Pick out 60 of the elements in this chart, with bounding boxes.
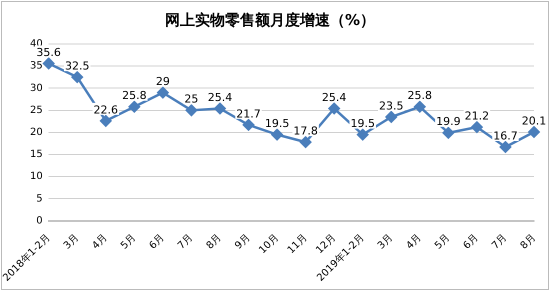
x-tick-label: 8月 <box>518 232 538 252</box>
point <box>157 86 169 98</box>
x-tick-label: 9月 <box>233 232 252 252</box>
point <box>100 115 112 127</box>
y-tick-label: 25 <box>30 104 43 116</box>
y-tick-label: 35 <box>30 60 43 72</box>
y-tick-label: 15 <box>30 149 43 160</box>
x-tick-label: 6月 <box>462 232 481 252</box>
point <box>500 141 512 153</box>
data-label: 21.7 <box>236 107 261 120</box>
point <box>300 136 312 148</box>
point <box>471 121 483 133</box>
point <box>414 101 426 113</box>
x-tick-label: 7月 <box>490 232 510 252</box>
chart-title: 网上实物零售额月度增速（%） <box>164 10 376 29</box>
data-label: 25.8 <box>408 89 432 102</box>
point <box>71 71 83 83</box>
point <box>214 102 226 114</box>
data-label: 17.8 <box>293 124 318 138</box>
data-label: 25 <box>184 92 198 106</box>
data-label: 22.6 <box>94 103 118 116</box>
x-tick-label: 4月 <box>404 232 424 252</box>
data-label: 19.9 <box>436 115 461 128</box>
x-tick-label: 10月 <box>257 232 282 256</box>
y-tick-label: 10 <box>30 171 43 182</box>
data-label: 21.2 <box>464 109 490 122</box>
x-tick-label: 5月 <box>118 232 138 252</box>
point <box>186 104 198 116</box>
data-label: 25.8 <box>122 89 147 102</box>
data-label: 16.7 <box>493 129 518 142</box>
x-tick-label: 8月 <box>204 232 224 252</box>
y-tick-label: 5 <box>36 193 43 204</box>
point <box>128 101 140 113</box>
x-tick-label: 11月 <box>286 232 310 256</box>
x-tick-label: 4月 <box>90 232 110 252</box>
data-label: 20.1 <box>522 114 546 128</box>
data-label: 25.4 <box>322 90 346 104</box>
x-tick-label: 5月 <box>432 232 452 252</box>
point <box>528 126 540 138</box>
data-label: 35.6 <box>36 46 61 59</box>
y-tick-label: 20 <box>30 127 43 138</box>
data-label: 25.4 <box>208 90 232 104</box>
point <box>386 111 398 123</box>
x-tick-label: 7月 <box>176 232 196 252</box>
y-tick-label: 0 <box>36 215 43 226</box>
data-label: 23.5 <box>379 99 404 112</box>
point <box>42 58 54 70</box>
y-tick-label: 30 <box>30 82 43 94</box>
data-label: 19.5 <box>350 116 375 130</box>
x-tick-label: 6月 <box>147 232 167 252</box>
data-label: 32.5 <box>64 60 90 73</box>
data-label: 29 <box>156 74 170 88</box>
x-tick-label: 3月 <box>376 232 396 252</box>
data-label: 19.5 <box>264 116 290 130</box>
point <box>271 128 283 140</box>
point <box>242 119 254 131</box>
point <box>442 127 454 139</box>
point <box>356 128 368 140</box>
x-tick-label: 3月 <box>62 232 82 252</box>
point <box>328 102 340 114</box>
